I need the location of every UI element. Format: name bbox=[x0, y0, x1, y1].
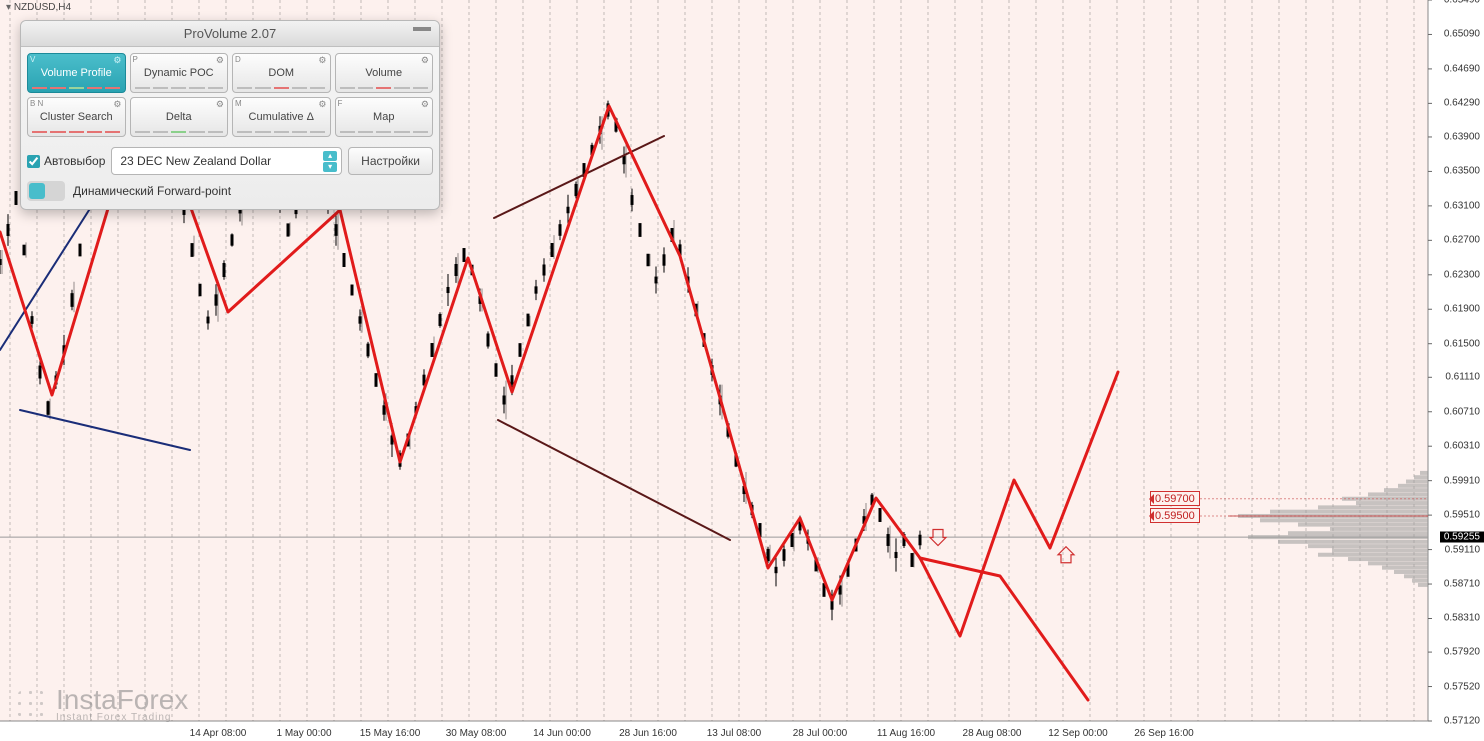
y-tick-label: 0.63100 bbox=[1444, 200, 1480, 211]
button-label: Cluster Search bbox=[40, 111, 113, 123]
y-tick-label: 0.61110 bbox=[1445, 372, 1480, 383]
y-tick-label: 0.58310 bbox=[1444, 613, 1480, 624]
panel-button-volume[interactable]: ⚙ Volume bbox=[335, 53, 434, 93]
forward-point-label: Динамический Forward-point bbox=[73, 184, 231, 198]
x-tick-label: 30 May 08:00 bbox=[446, 728, 507, 739]
settings-button[interactable]: Настройки bbox=[348, 147, 433, 175]
button-label: Delta bbox=[166, 111, 192, 123]
button-label: Volume bbox=[365, 67, 402, 79]
y-tick-label: 0.62300 bbox=[1444, 269, 1480, 280]
panel-button-dom[interactable]: D ⚙ DOM bbox=[232, 53, 331, 93]
corner-tag: M bbox=[235, 99, 242, 108]
chart-root: NZDUSD,H4 0.654900.650900.646900.642900.… bbox=[0, 0, 1484, 741]
button-label: Dynamic POC bbox=[144, 67, 214, 79]
y-tick-label: 0.65090 bbox=[1444, 29, 1480, 40]
y-tick-label: 0.63500 bbox=[1444, 166, 1480, 177]
gear-icon[interactable]: ⚙ bbox=[421, 55, 429, 66]
button-label: DOM bbox=[268, 67, 294, 79]
x-tick-label: 28 Aug 08:00 bbox=[963, 728, 1022, 739]
x-tick-label: 14 Jun 00:00 bbox=[533, 728, 591, 739]
y-tick-label: 0.64690 bbox=[1444, 63, 1480, 74]
gear-icon[interactable]: ⚙ bbox=[421, 99, 429, 110]
panel-row-instrument: Автовыбор 23 DEC New Zealand Dollar ▴▾ Н… bbox=[21, 143, 439, 181]
instrument-value: 23 DEC New Zealand Dollar bbox=[120, 154, 271, 168]
panel-titlebar[interactable]: ProVolume 2.07 bbox=[21, 21, 439, 47]
gear-icon[interactable]: ⚙ bbox=[216, 55, 224, 66]
instrument-select[interactable]: 23 DEC New Zealand Dollar ▴▾ bbox=[111, 147, 342, 175]
button-dashes bbox=[340, 87, 429, 89]
y-tick-label: 0.60710 bbox=[1444, 406, 1480, 417]
y-current-price: 0.59255 bbox=[1440, 532, 1484, 543]
x-tick-label: 28 Jun 16:00 bbox=[619, 728, 677, 739]
y-tick-label: 0.59910 bbox=[1444, 475, 1480, 486]
autoselect-input[interactable] bbox=[27, 155, 40, 168]
y-tick-label: 0.57520 bbox=[1444, 681, 1480, 692]
panel-button-dynamic-poc[interactable]: P ⚙Dynamic POC bbox=[130, 53, 229, 93]
corner-tag: P bbox=[133, 55, 138, 64]
corner-tag: V bbox=[30, 55, 35, 64]
gear-icon[interactable]: ⚙ bbox=[113, 55, 121, 66]
price-label[interactable]: 0.59500 bbox=[1150, 508, 1200, 523]
panel-title: ProVolume 2.07 bbox=[184, 26, 277, 41]
panel-button-map[interactable]: F ⚙ Map bbox=[335, 97, 434, 137]
corner-tag: D bbox=[235, 55, 241, 64]
symbol-label[interactable]: NZDUSD,H4 bbox=[6, 2, 71, 13]
x-tick-label: 14 Apr 08:00 bbox=[190, 728, 247, 739]
button-dashes bbox=[32, 131, 121, 133]
gear-icon[interactable]: ⚙ bbox=[113, 99, 121, 110]
y-tick-label: 0.62700 bbox=[1444, 235, 1480, 246]
panel-row-forward: Динамический Forward-point bbox=[21, 181, 439, 209]
button-label: Cumulative Δ bbox=[249, 111, 314, 123]
panel-button-cumulative-[interactable]: M ⚙ Cumulative Δ bbox=[232, 97, 331, 137]
x-tick-label: 11 Aug 16:00 bbox=[877, 728, 935, 739]
y-axis: 0.65490 0.65090 0.64690 0.64290 0.63900 0.635… bbox=[1428, 0, 1484, 721]
x-tick-label: 1 May 00:00 bbox=[276, 728, 331, 739]
y-tick-label: 0.59510 bbox=[1444, 510, 1480, 521]
y-tick-label: 0.61900 bbox=[1444, 304, 1480, 315]
button-dashes bbox=[135, 87, 224, 89]
y-tick-label: 0.65490 bbox=[1444, 0, 1480, 6]
panel-button-grid: V⚙Volume ProfileP⚙Dynamic POCD⚙DOM⚙Volum… bbox=[21, 47, 439, 143]
corner-tag: F bbox=[338, 99, 343, 108]
button-dashes bbox=[340, 131, 429, 133]
price-label[interactable]: 0.59700 bbox=[1150, 491, 1200, 506]
x-axis: 14 Apr 08:00 1 May 00:00 15 May 16:00 30 Ma… bbox=[0, 721, 1428, 741]
y-tick-label: 0.60310 bbox=[1444, 441, 1480, 452]
gear-icon[interactable]: ⚙ bbox=[318, 99, 326, 110]
autoselect-label: Автовыбор bbox=[44, 154, 105, 168]
x-tick-label: 15 May 16:00 bbox=[360, 728, 421, 739]
x-tick-label: 12 Sep 00:00 bbox=[1048, 728, 1108, 739]
y-tick-label: 0.58710 bbox=[1444, 579, 1480, 590]
y-tick-label: 0.64290 bbox=[1444, 98, 1480, 109]
x-tick-label: 26 Sep 16:00 bbox=[1134, 728, 1194, 739]
panel-button-delta[interactable]: ⚙ Delta bbox=[130, 97, 229, 137]
gear-icon[interactable]: ⚙ bbox=[318, 55, 326, 66]
y-tick-label: 0.63900 bbox=[1444, 131, 1480, 142]
button-label: Volume Profile bbox=[41, 67, 112, 79]
spinner-icon[interactable]: ▴▾ bbox=[323, 151, 337, 172]
y-tick-label: 0.57120 bbox=[1444, 716, 1480, 727]
y-tick-label: 0.61500 bbox=[1444, 338, 1480, 349]
button-dashes bbox=[237, 131, 326, 133]
forward-point-toggle[interactable] bbox=[27, 181, 65, 201]
y-tick-label: 0.59110 bbox=[1445, 544, 1480, 555]
button-dashes bbox=[237, 87, 326, 89]
gear-icon[interactable]: ⚙ bbox=[216, 99, 224, 110]
minimize-icon[interactable] bbox=[413, 27, 431, 31]
button-label: Map bbox=[373, 111, 394, 123]
x-tick-label: 28 Jul 00:00 bbox=[793, 728, 848, 739]
panel-button-volume-profile[interactable]: V ⚙Volume Profile bbox=[27, 53, 126, 93]
panel-button-cluster-search[interactable]: B N ⚙Cluster Search bbox=[27, 97, 126, 137]
provolume-panel[interactable]: ProVolume 2.07 V⚙Volume ProfileP⚙Dynamic… bbox=[20, 20, 440, 210]
autoselect-checkbox[interactable]: Автовыбор bbox=[27, 154, 105, 168]
x-tick-label: 13 Jul 08:00 bbox=[707, 728, 762, 739]
corner-tag: B N bbox=[30, 99, 43, 108]
button-dashes bbox=[32, 87, 121, 89]
y-tick-label: 0.57920 bbox=[1444, 647, 1480, 658]
button-dashes bbox=[135, 131, 224, 133]
